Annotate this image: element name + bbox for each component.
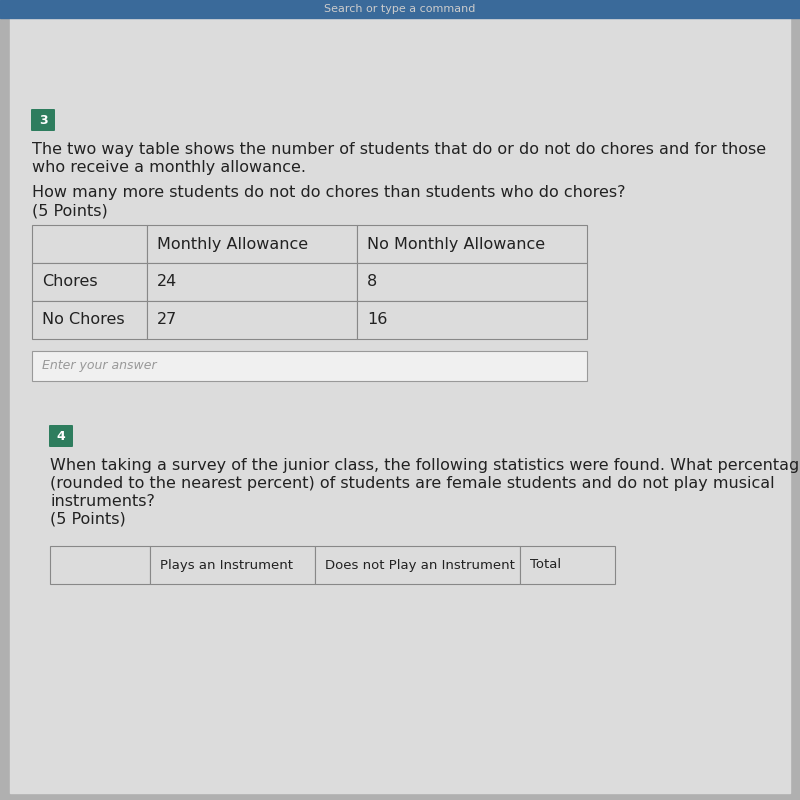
- FancyBboxPatch shape: [49, 425, 73, 447]
- Text: Search or type a command: Search or type a command: [324, 4, 476, 14]
- Text: 16: 16: [367, 313, 387, 327]
- Text: 4: 4: [57, 430, 66, 442]
- Text: When taking a survey of the junior class, the following statistics were found. W: When taking a survey of the junior class…: [50, 458, 800, 473]
- Text: Total: Total: [530, 558, 561, 571]
- Text: 24: 24: [157, 274, 178, 290]
- Bar: [315, 546, 520, 584]
- Bar: [520, 546, 615, 584]
- Bar: [147, 225, 357, 263]
- Text: (rounded to the nearest percent) of students are female students and do not play: (rounded to the nearest percent) of stud…: [50, 476, 774, 491]
- Bar: [50, 546, 150, 584]
- Bar: [147, 263, 357, 301]
- Text: Plays an Instrument: Plays an Instrument: [160, 558, 293, 571]
- Text: (5 Points): (5 Points): [50, 512, 126, 527]
- Bar: [32, 301, 147, 339]
- Text: (5 Points): (5 Points): [32, 203, 108, 218]
- Text: Monthly Allowance: Monthly Allowance: [157, 237, 308, 251]
- Bar: [0, 0, 800, 18]
- Text: instruments?: instruments?: [50, 494, 155, 509]
- FancyBboxPatch shape: [31, 109, 55, 131]
- Bar: [32, 225, 147, 263]
- Text: Does not Play an Instrument: Does not Play an Instrument: [325, 558, 515, 571]
- Bar: [150, 546, 315, 584]
- Text: Enter your answer: Enter your answer: [42, 359, 157, 373]
- Text: No Monthly Allowance: No Monthly Allowance: [367, 237, 545, 251]
- Bar: [357, 225, 587, 263]
- Bar: [357, 301, 587, 339]
- Bar: [32, 351, 587, 381]
- Bar: [357, 263, 587, 301]
- Text: The two way table shows the number of students that do or do not do chores and f: The two way table shows the number of st…: [32, 142, 766, 157]
- Text: How many more students do not do chores than students who do chores?: How many more students do not do chores …: [32, 185, 626, 200]
- Text: Chores: Chores: [42, 274, 98, 290]
- Text: who receive a monthly allowance.: who receive a monthly allowance.: [32, 160, 306, 175]
- Text: No Chores: No Chores: [42, 313, 125, 327]
- Text: 8: 8: [367, 274, 378, 290]
- Bar: [32, 263, 147, 301]
- Bar: [147, 301, 357, 339]
- Text: 27: 27: [157, 313, 178, 327]
- Text: 3: 3: [38, 114, 47, 126]
